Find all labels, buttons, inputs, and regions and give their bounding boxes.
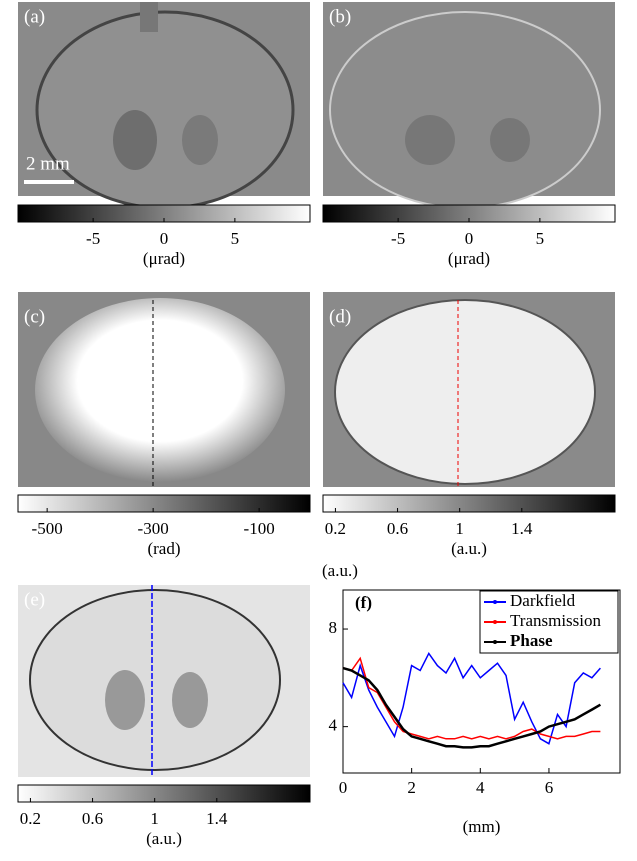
panel-label: (c) bbox=[24, 306, 45, 327]
y-tick-label: 4 bbox=[329, 716, 338, 735]
colorbar-tick-label: 1.4 bbox=[511, 519, 533, 538]
colorbar bbox=[17, 494, 311, 513]
colorbar-tick-label: 5 bbox=[231, 229, 240, 248]
panel-label: (b) bbox=[329, 6, 351, 27]
colorbar-tick-label: 1 bbox=[150, 809, 159, 828]
panel-label: (d) bbox=[329, 306, 351, 327]
colorbar-tick-label: 0.6 bbox=[387, 519, 408, 538]
colorbar-tick-label: 5 bbox=[536, 229, 545, 248]
legend-marker bbox=[493, 640, 497, 644]
colorbar bbox=[17, 784, 311, 803]
x-tick-label: 4 bbox=[476, 778, 485, 797]
colorbar-tick-label: -500 bbox=[32, 519, 63, 538]
y-tick-label: 8 bbox=[329, 618, 338, 637]
colorbar bbox=[322, 494, 616, 513]
series-line bbox=[342, 666, 602, 749]
panel-b: (b) bbox=[323, 2, 615, 209]
panel-c: (c) bbox=[18, 292, 310, 487]
colorbar-tick-label: 0.2 bbox=[20, 809, 41, 828]
panel-a: 2 mm (a) bbox=[18, 2, 310, 210]
colorbar-tick-label: -5 bbox=[391, 229, 405, 248]
x-tick-label: 6 bbox=[545, 778, 554, 797]
x-tick-label: 0 bbox=[339, 778, 348, 797]
legend-label: Transmission bbox=[510, 611, 602, 630]
legend-label: Darkfield bbox=[510, 591, 576, 610]
scale-bar: 2 mm bbox=[26, 153, 70, 174]
colorbar-tick-label: 1.4 bbox=[206, 809, 228, 828]
colorbar-tick-label: 0.6 bbox=[82, 809, 103, 828]
panel-label: (f) bbox=[355, 593, 372, 612]
colorbar-tick-label: 0 bbox=[160, 229, 169, 248]
legend-marker bbox=[493, 600, 497, 604]
colorbar-tick-label: -100 bbox=[244, 519, 275, 538]
panel-label: (a) bbox=[24, 6, 45, 27]
panel-e: (e) bbox=[18, 585, 310, 777]
colorbar-unit: (μrad) bbox=[143, 249, 185, 268]
colorbar-tick-label: 1 bbox=[455, 519, 464, 538]
x-axis-label: (mm) bbox=[463, 817, 501, 836]
colorbar-tick-label: 0 bbox=[465, 229, 474, 248]
legend-label: Phase bbox=[510, 631, 553, 650]
series-line bbox=[342, 656, 601, 740]
colorbar-unit: (a.u.) bbox=[451, 539, 487, 558]
colorbar-tick-label: -300 bbox=[138, 519, 169, 538]
y-axis-label: (a.u.) bbox=[322, 561, 358, 580]
series-line bbox=[342, 651, 601, 745]
colorbar-unit: (a.u.) bbox=[146, 829, 182, 848]
colorbar-unit: (μrad) bbox=[448, 249, 490, 268]
colorbar-unit: (rad) bbox=[147, 539, 180, 558]
panel-label: (e) bbox=[24, 589, 45, 610]
panel-d: (d) bbox=[323, 292, 615, 487]
x-tick-label: 2 bbox=[407, 778, 416, 797]
legend-marker bbox=[493, 620, 497, 624]
colorbar-tick-label: -5 bbox=[86, 229, 100, 248]
colorbar-tick-label: 0.2 bbox=[325, 519, 346, 538]
